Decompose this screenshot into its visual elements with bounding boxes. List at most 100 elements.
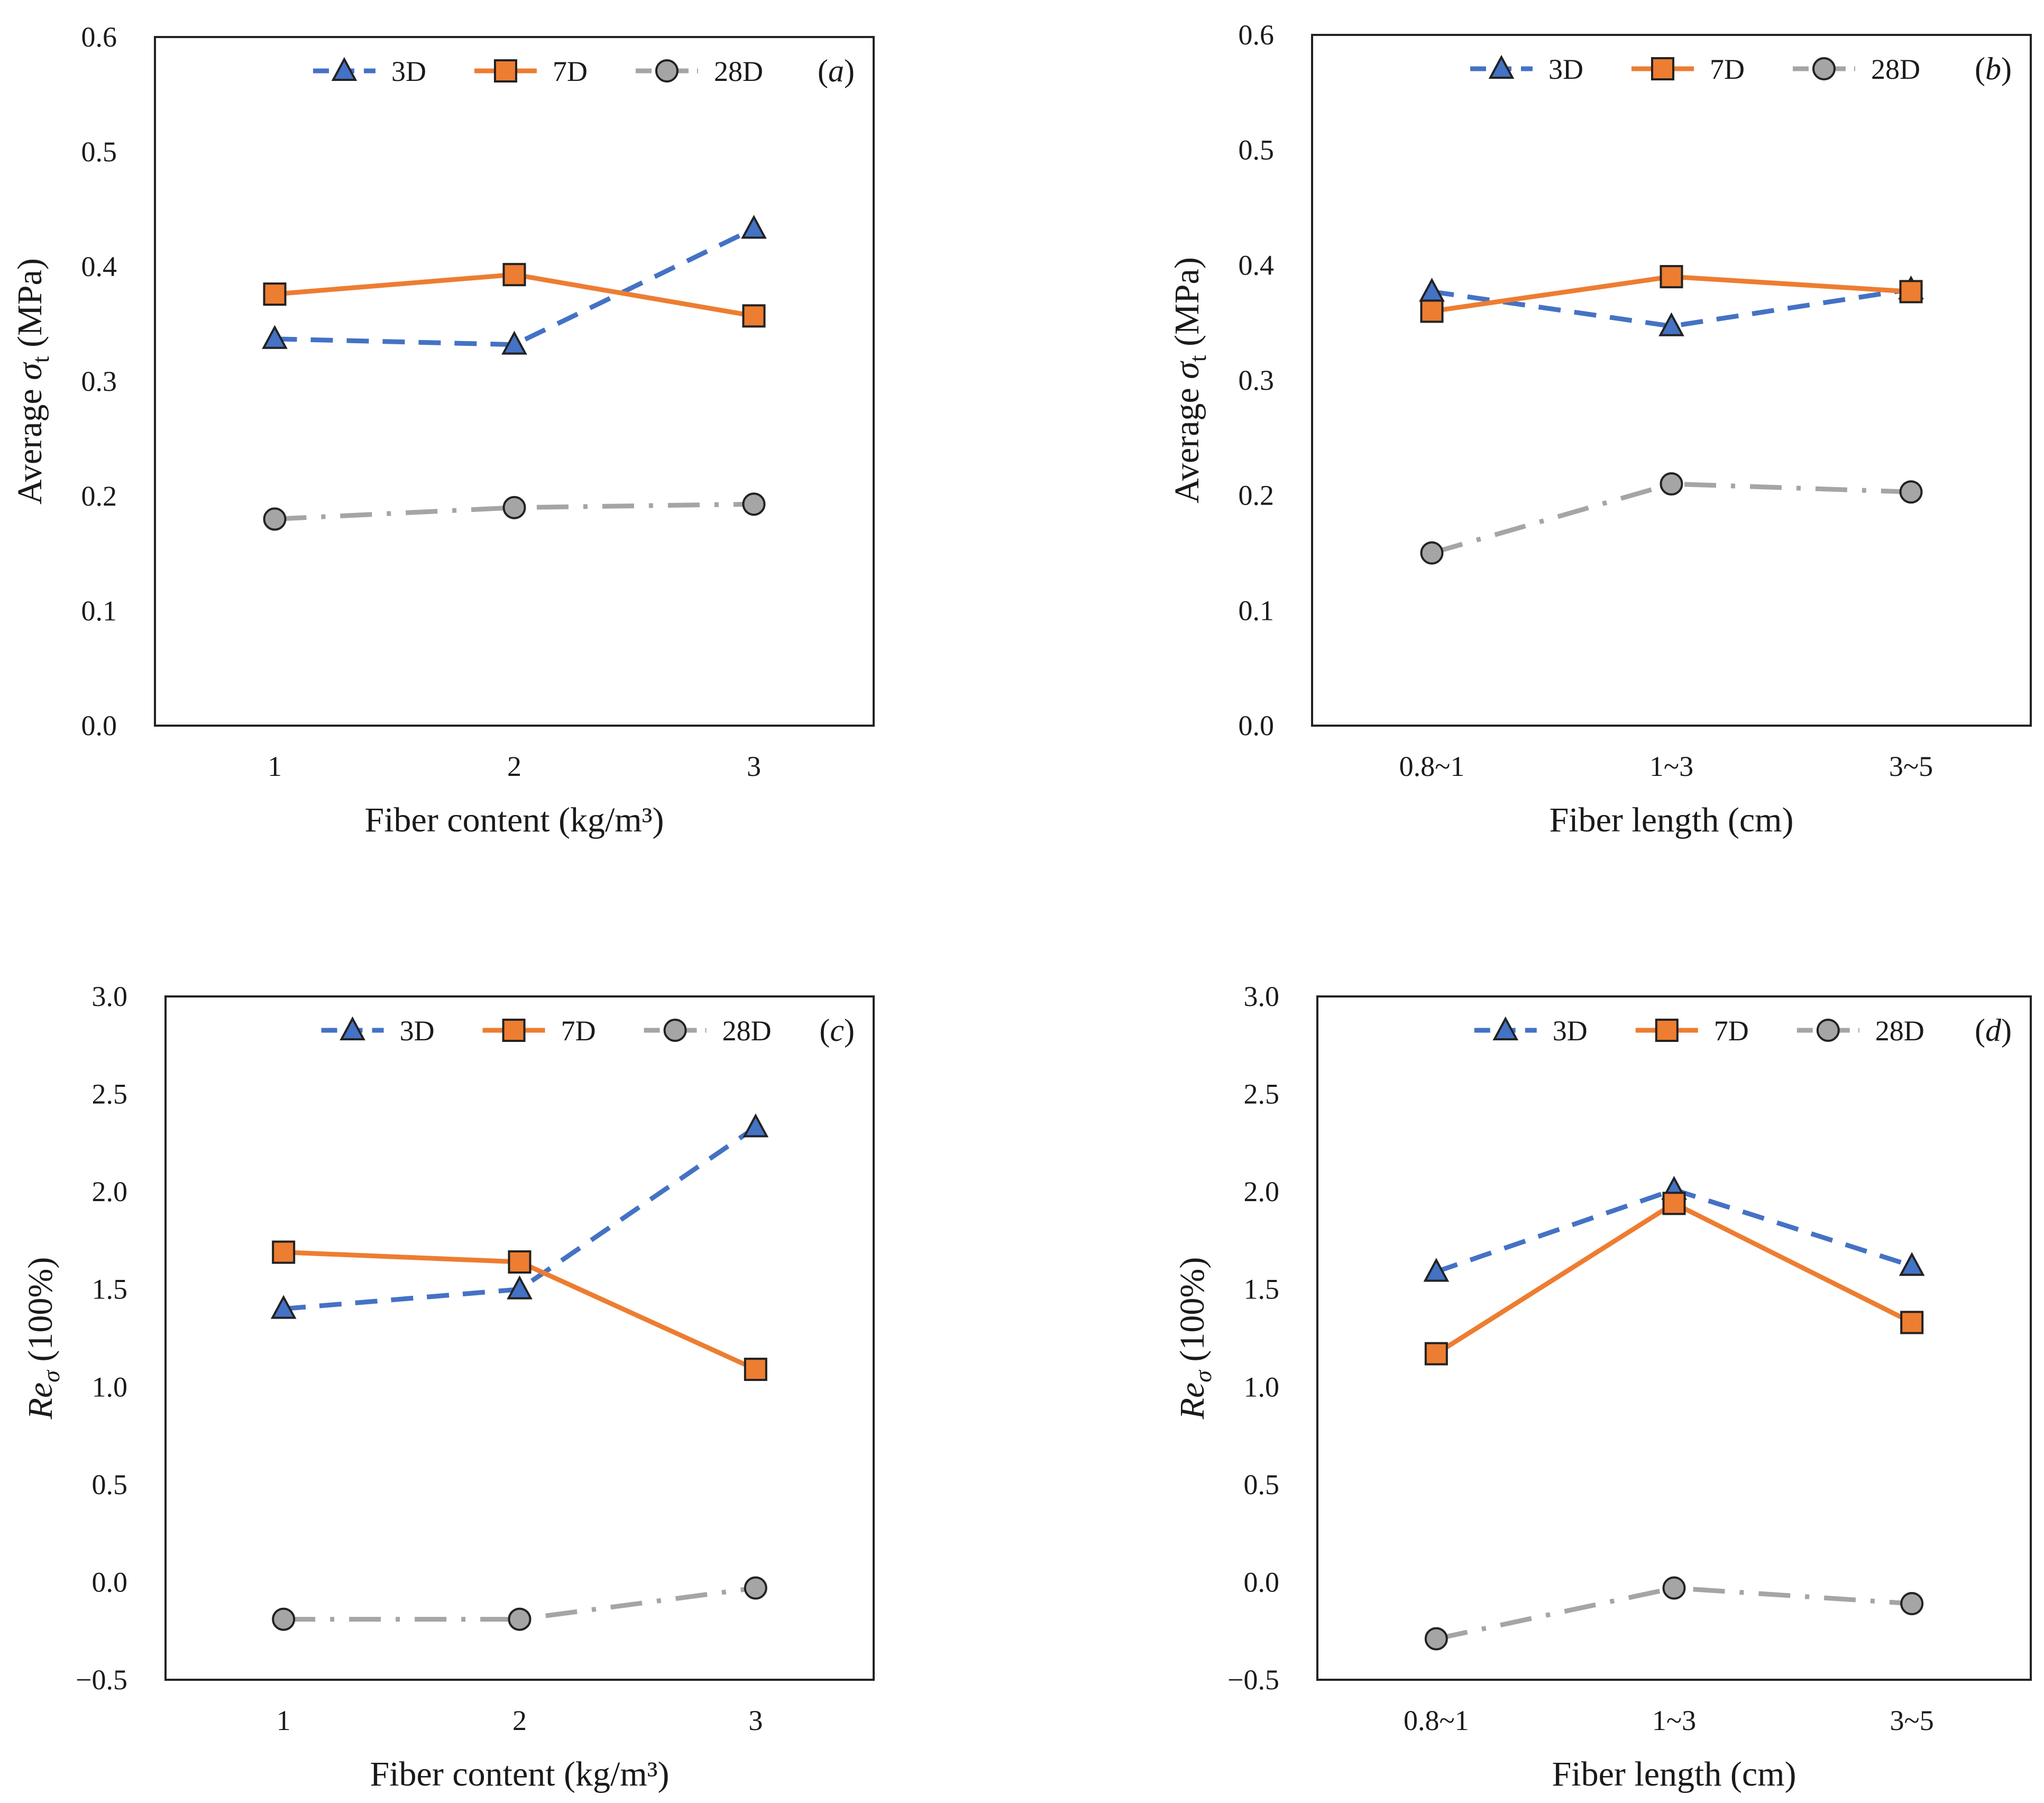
series-line-3D [1431,287,1912,329]
data-point-28D [502,496,526,519]
y-axis-title-subscript: t [27,356,54,363]
legend-marker-28D [1812,57,1836,80]
y-tick-label: 0.5 [92,1469,128,1500]
y-tick-label: 0.0 [81,710,117,742]
x-tick-label: 2 [507,751,521,782]
series-line-28D [274,501,754,521]
data-point-3D [270,1295,297,1319]
legend-item-3D: 3D [313,56,426,87]
legend-marker-28D [1816,1019,1840,1042]
y-axis-title: Average σt (MPa) [1168,257,1211,504]
data-point-7D [1660,265,1683,289]
legend-item-28D: 28D [635,56,763,87]
data-point-28D [744,1576,767,1600]
legend-item-28D: 28D [1796,1015,1924,1047]
y-tick-label: 0.3 [81,365,117,397]
legend-marker-28D [655,59,679,83]
series-line-7D [1435,1201,1913,1356]
legend-label: 7D [553,56,588,87]
y-tick-label: −0.5 [76,1664,127,1696]
legend-item-3D: 3D [321,1015,435,1047]
data-point-3D [507,1275,533,1299]
data-point-28D [1662,1576,1686,1600]
data-point-28D [1899,480,1923,504]
y-axis-title-prefix: Average [1168,379,1206,504]
data-point-28D [272,1607,296,1631]
panel-label: (c) [819,1013,855,1048]
y-axis-title-suffix: (100%) [1173,1257,1212,1370]
y-axis-title: Reσ (100%) [21,1257,65,1420]
x-axis-title: Fiber content (kg/m³) [370,1755,670,1793]
y-axis-title-symbol: Re [1173,1383,1212,1420]
y-axis-title-subscript: t [1184,355,1211,362]
legend-item-7D: 7D [1631,53,1745,85]
legend-label: 28D [1871,53,1920,85]
y-axis-title-subscript: σ [1189,1369,1216,1383]
y-tick-label: −0.5 [1227,1664,1279,1696]
legend-item-3D: 3D [1470,53,1583,85]
y-axis-title-symbol: Re [21,1383,60,1420]
y-tick-label: 0.2 [81,480,117,512]
legend-label: 28D [1875,1015,1924,1047]
data-point-3D [1419,278,1445,302]
legend-label: 3D [1553,1015,1588,1047]
y-axis-title-suffix: (100%) [21,1257,60,1370]
y-axis-title-subscript: σ [38,1369,65,1383]
y-tick-label: 3.0 [92,981,128,1012]
y-tick-label: 1.5 [92,1274,128,1305]
y-tick-label: 3.0 [1244,981,1280,1012]
legend-item-7D: 7D [474,56,588,87]
y-tick-label: 1.0 [92,1371,128,1403]
legend-label: 7D [1710,53,1745,85]
x-tick-label: 0.8~1 [1399,751,1465,782]
y-tick-label: 0.2 [1239,480,1275,511]
x-tick-label: 3~5 [1889,751,1933,782]
legend-label: 28D [714,56,763,87]
legend-label: 3D [1548,53,1583,85]
legend-label: 28D [722,1015,772,1047]
data-point-3D [501,331,527,355]
y-axis-title: Average σt (MPa) [11,258,54,505]
data-point-3D [1658,312,1684,336]
x-tick-label: 2 [512,1705,527,1736]
data-point-7D [263,282,287,306]
y-tick-label: 0.4 [81,251,117,282]
y-tick-label: 2.0 [1244,1176,1280,1207]
data-point-7D [742,304,766,328]
chart-panel-b: 0.0 0.1 0.2 0.3 0.4 0.5 0.6 0.8~1 1~3 3~5 Fiber le… [1168,19,2032,839]
panel-label: (b) [1975,51,2012,86]
data-point-7D [272,1240,296,1264]
y-tick-label: 0.0 [92,1566,128,1598]
chart-panel-c: −0.5 0.0 0.5 1.0 1.5 2.0 2.5 3.0 1 2 3 Fiber conten… [21,981,875,1793]
x-tick-label: 3~5 [1890,1705,1934,1736]
y-axis-title-symbol: σ [11,362,49,380]
data-point-7D [1900,1311,1924,1334]
series-line-28D [1431,481,1911,555]
series-line-28D [1435,1586,1912,1641]
y-axis-title-suffix: (MPa) [11,258,49,356]
y-tick-label: 2.5 [1244,1078,1280,1110]
plot-frame [1316,995,2032,1681]
x-tick-label: 1~3 [1649,751,1693,782]
plot-frame [1311,34,2032,727]
data-point-7D [1662,1192,1686,1215]
legend-item-28D: 28D [644,1015,772,1047]
y-tick-label: 0.5 [1244,1469,1280,1500]
legend-marker-3D [340,1016,365,1040]
data-point-28D [263,507,287,531]
data-point-7D [744,1358,767,1381]
data-point-28D [1424,1627,1448,1651]
legend-marker-3D [1488,54,1515,79]
legend-marker-7D [493,59,517,83]
y-tick-label: 0.1 [1239,594,1275,626]
legend-marker-3D [1492,1016,1519,1040]
data-point-3D [1423,1258,1450,1282]
x-tick-label: 3 [748,1705,763,1736]
legend-label: 7D [561,1015,596,1047]
y-tick-label: 0.0 [1244,1566,1280,1598]
y-tick-label: 0.3 [1239,364,1275,396]
series-line-3D [274,226,755,347]
legend-marker-3D [331,57,358,81]
y-tick-label: 0.4 [1239,249,1275,281]
